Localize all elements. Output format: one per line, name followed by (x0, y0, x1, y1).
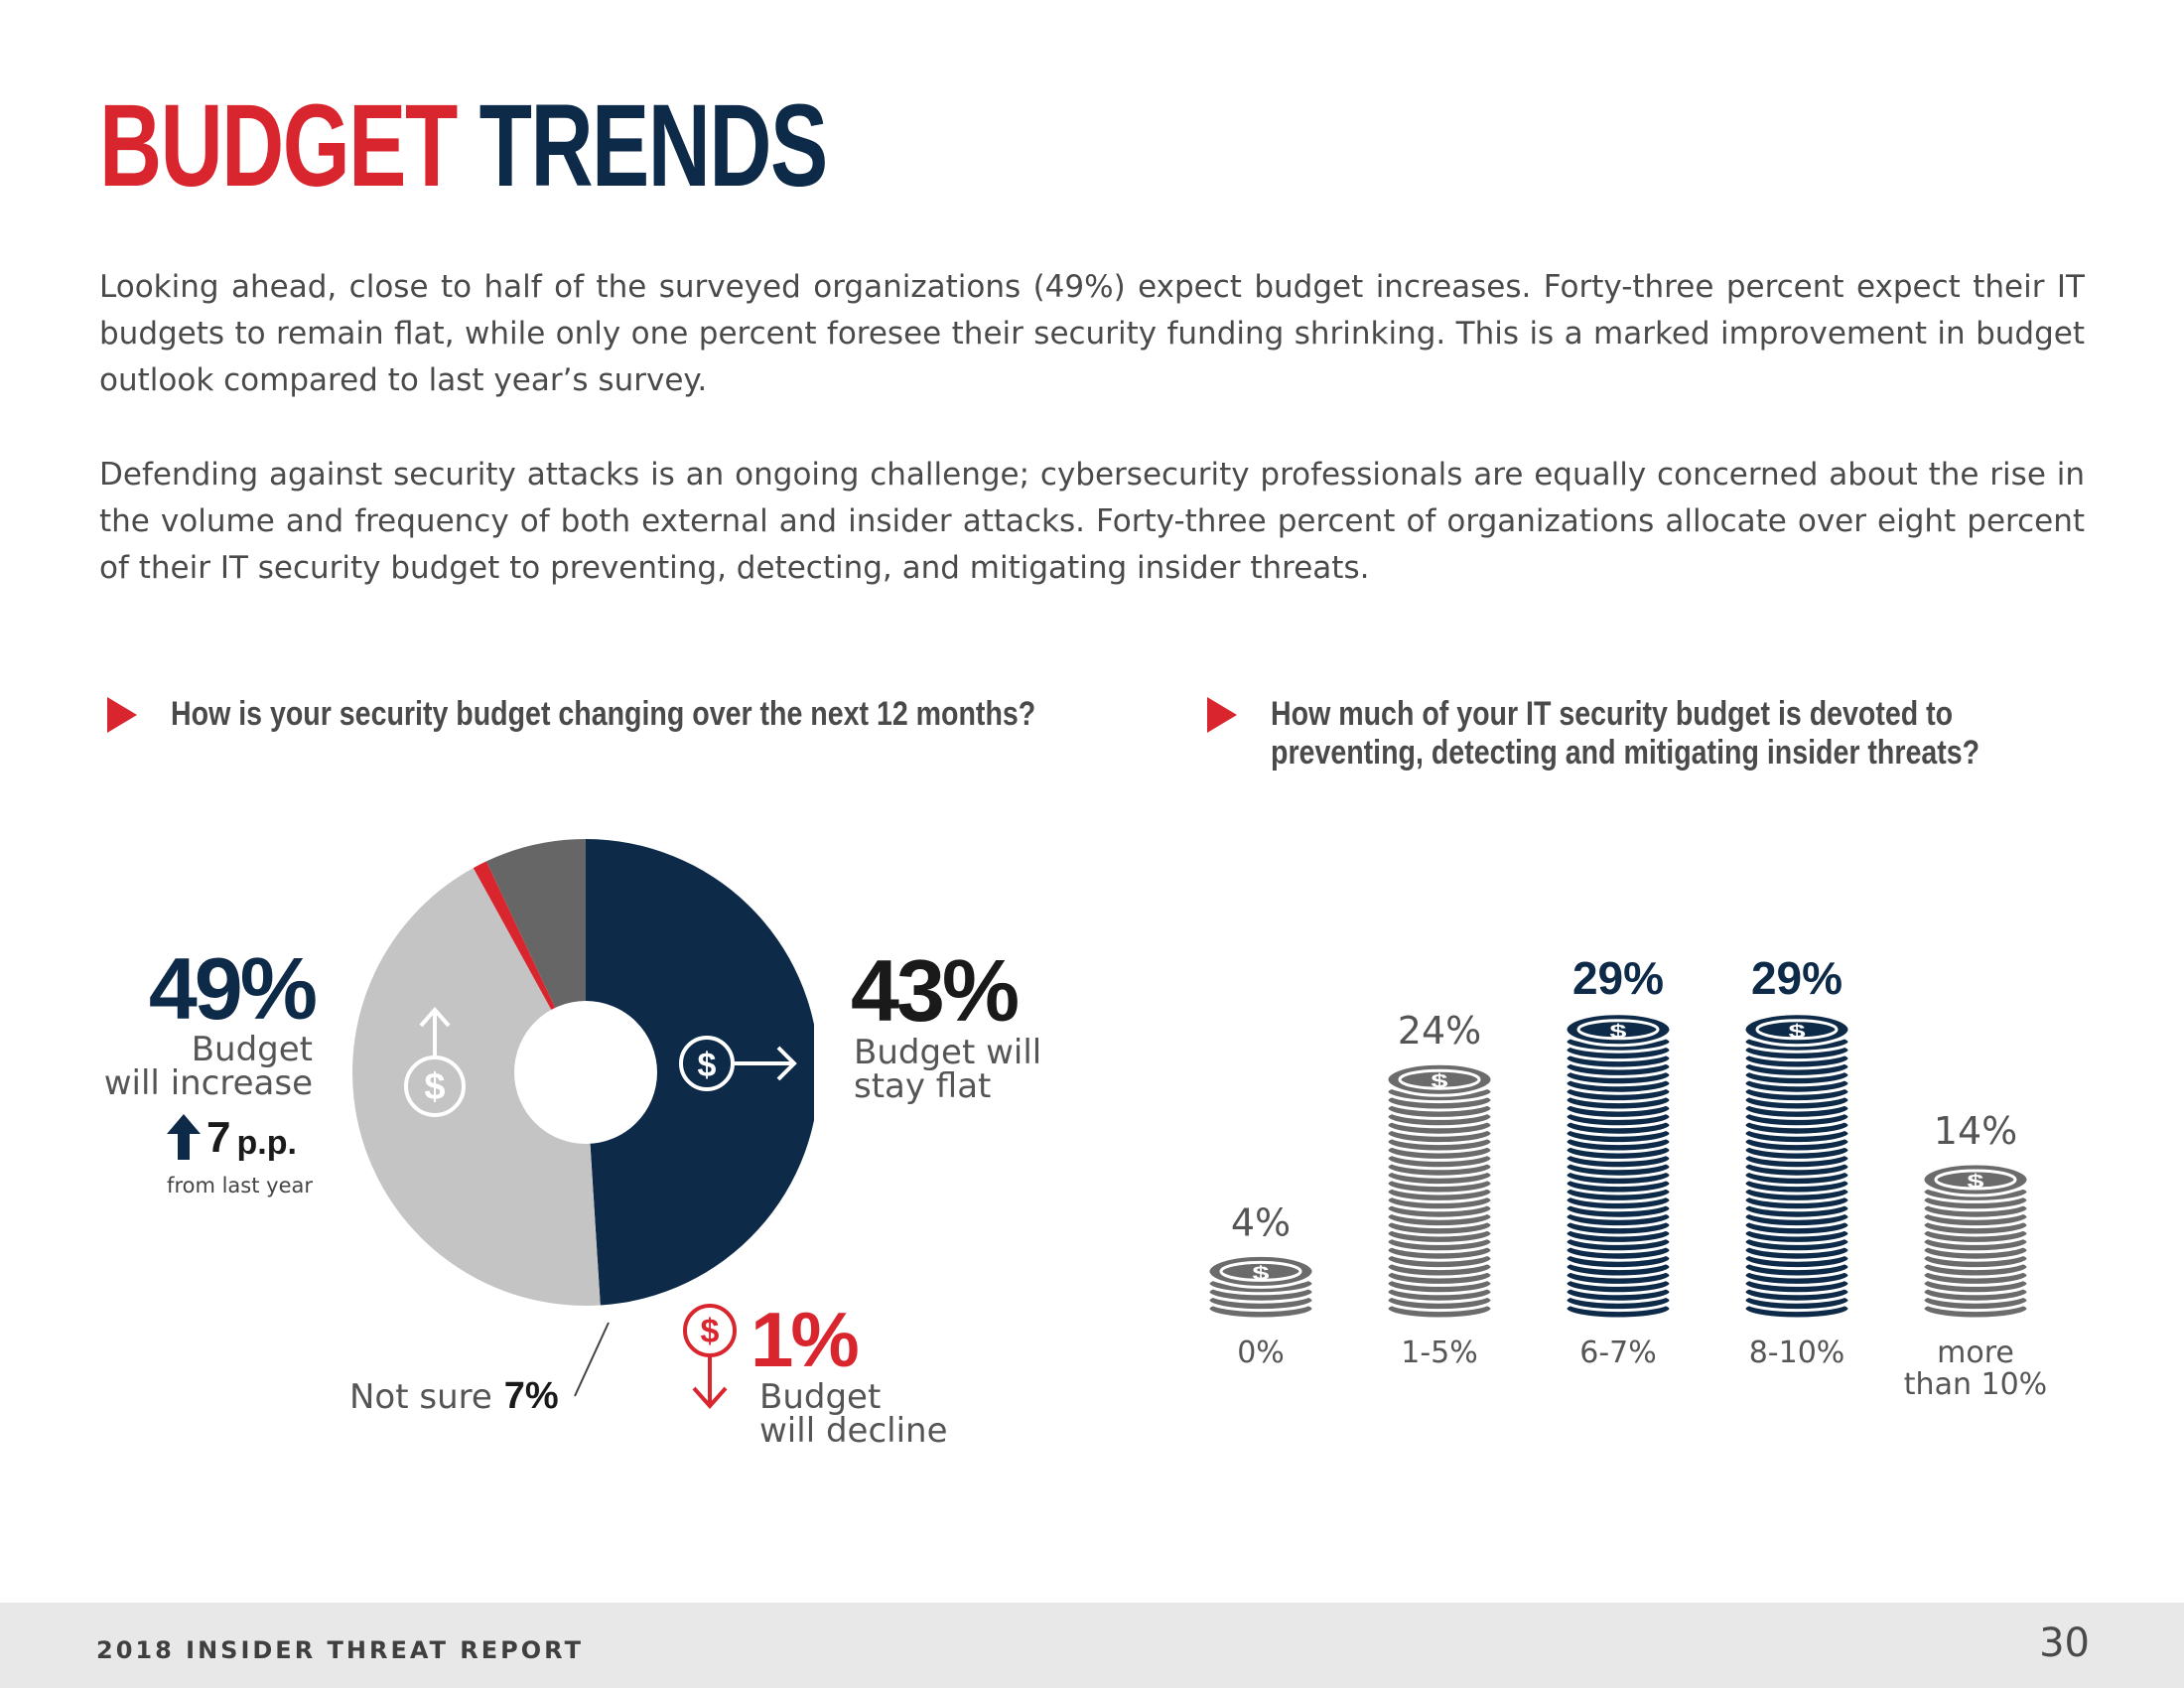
coin-stack-bar (1564, 1022, 1673, 1321)
category-label: more (1937, 1336, 2014, 1370)
category-label: 8-10% (1749, 1336, 1845, 1370)
not-sure-leader-line (574, 1322, 610, 1397)
footer: 2018 INSIDER THREAT REPORT 30 (0, 1603, 2184, 1688)
flat-right-arrow-icon (679, 1036, 797, 1091)
dollar-coin-icon: $ (1788, 1021, 1806, 1042)
increase-up-arrow-icon (404, 1006, 466, 1117)
category-label: 6-7% (1579, 1336, 1657, 1370)
flat-percent: 43% (851, 941, 1020, 1040)
increase-label-line1: Budget (191, 1030, 313, 1069)
change-indicator: 7 p.p. (167, 1114, 297, 1160)
coin-stack-bar (1742, 1022, 1851, 1321)
increase-dollar-glyph: $ (424, 1066, 445, 1108)
chart1-title: How is your security budget changing ove… (171, 695, 1036, 733)
page-number: 30 (2039, 1620, 2090, 1666)
chart2-title-line2: preventing, detecting and mitigating ins… (1271, 734, 1980, 772)
bar-value-label: 29% (1572, 952, 1664, 1004)
chart2-question: How much of your IT security budget is d… (1207, 695, 2115, 773)
not-sure-percent: 7% (503, 1375, 559, 1417)
decline-label-line1: Budget (759, 1377, 882, 1417)
decline-dollar-glyph: $ (701, 1313, 720, 1350)
change-note: from last year (167, 1174, 313, 1197)
dollar-coin-icon: $ (1609, 1021, 1627, 1042)
chart1-question: How is your security budget changing ove… (107, 695, 1200, 734)
title-part1: BUDGET (99, 80, 458, 211)
flat-label-line1: Budget will (854, 1033, 1042, 1072)
donut-hole (514, 1001, 657, 1144)
increase-label-line2: will increase (103, 1063, 313, 1103)
decline-down-arrow-icon: $ (683, 1304, 737, 1410)
not-sure-annotation: Not sure 7% (349, 1375, 559, 1418)
play-triangle-icon (1207, 697, 1237, 733)
category-label: 0% (1237, 1336, 1285, 1370)
change-value: 7 (206, 1113, 231, 1162)
arrow-up-icon (167, 1114, 201, 1160)
dollar-coin-icon: $ (1252, 1263, 1270, 1284)
donut-slice-budget-will-increase (586, 839, 814, 1306)
bar-value-label: 24% (1398, 1009, 1481, 1053)
budget-change-donut-chart: $ $ (351, 839, 814, 1306)
dollar-coin-icon: $ (1431, 1070, 1448, 1091)
bar-value-label: 29% (1751, 952, 1843, 1004)
budget-share-coin-chart: $4% 0% $24% 1-5% $29% 6-7% $29% 8-10% $14% moreth… (1206, 952, 2047, 1402)
bar-value-label: 14% (1934, 1109, 2017, 1153)
decline-percent: 1% (751, 1296, 860, 1383)
dollar-coin-icon: $ (1967, 1171, 1984, 1192)
increase-percent: 49% (148, 939, 318, 1038)
category-label: 1-5% (1401, 1336, 1478, 1370)
donut-slice-budget-will-stay-flat (351, 868, 601, 1306)
flat-dollar-glyph: $ (698, 1047, 717, 1084)
chart2-title: How much of your IT security budget is d… (1271, 695, 1979, 773)
detail-paragraph: Defending against security attacks is an… (99, 457, 2085, 586)
play-triangle-icon (107, 697, 137, 733)
footer-report-title: 2018 INSIDER THREAT REPORT (96, 1636, 584, 1664)
bar-value-label: 4% (1231, 1200, 1291, 1244)
chart2-title-line1: How much of your IT security budget is d… (1271, 695, 1954, 733)
title-part2: TRENDS (478, 80, 829, 211)
category-label: than 10% (1904, 1367, 2047, 1402)
flat-label-line2: stay flat (854, 1066, 992, 1106)
change-unit: p.p. (236, 1124, 297, 1162)
coin-stack-bar (1385, 1071, 1494, 1321)
page-title: BUDGET TRENDS (99, 87, 828, 205)
decline-label-line2: will decline (759, 1411, 948, 1451)
intro-paragraph: Looking ahead, close to half of the surv… (99, 269, 2085, 398)
not-sure-label: Not sure (349, 1377, 492, 1417)
